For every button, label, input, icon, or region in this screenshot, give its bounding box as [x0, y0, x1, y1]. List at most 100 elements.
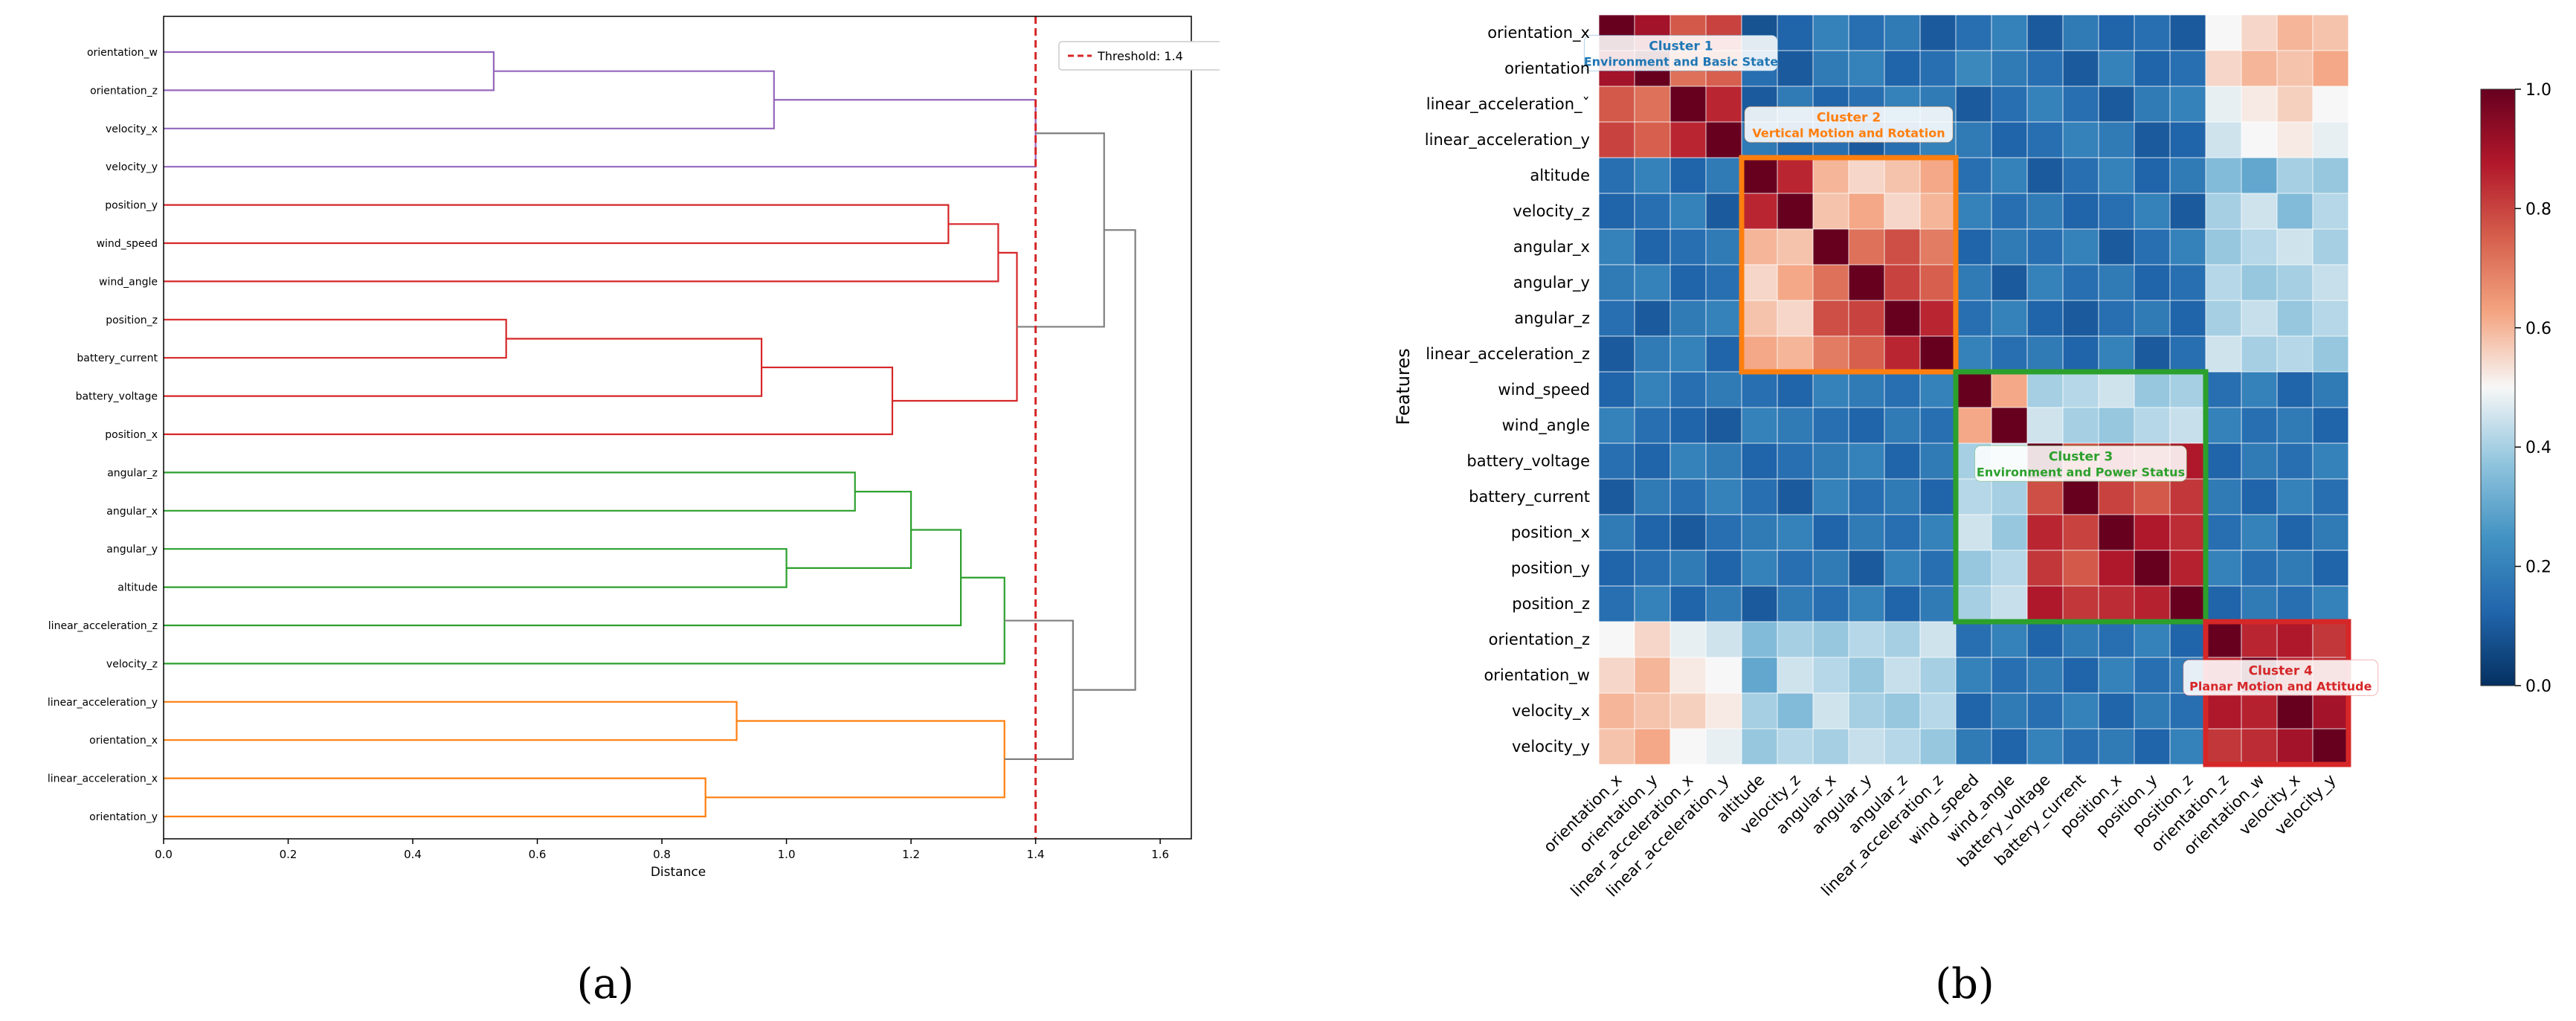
heatmap-cell — [1742, 729, 1777, 764]
heatmap-cell — [1849, 622, 1884, 657]
row-label: velocity_z — [1513, 202, 1590, 221]
heatmap-cell — [1991, 729, 2027, 764]
heatmap-cell — [2027, 479, 2063, 515]
heatmap-cell — [1599, 479, 1635, 515]
heatmap-cell — [2313, 193, 2348, 229]
heatmap-cell — [2099, 300, 2134, 336]
heatmap-cell — [1742, 622, 1777, 657]
heatmap-cell — [1635, 229, 1670, 265]
heatmap-cell — [1742, 300, 1777, 336]
heatmap-cell — [1670, 158, 1706, 193]
heatmap-cell — [1635, 443, 1670, 479]
heatmap-cell — [1777, 479, 1813, 515]
heatmap-cell — [1956, 550, 1991, 586]
heatmap-cell — [1742, 229, 1777, 265]
heatmap-cell — [1706, 408, 1742, 443]
heatmap-cell — [1991, 586, 2027, 622]
heatmap-cell — [1849, 586, 1884, 622]
heatmap-cell — [2099, 479, 2134, 515]
heatmap-cell — [1991, 336, 2027, 372]
heatmap-cell — [2063, 229, 2099, 265]
heatmap-cell — [1991, 515, 2027, 550]
heatmap-cell — [2099, 515, 2134, 550]
heatmap-cell — [2206, 193, 2241, 229]
legend-label: Threshold: 1.4 — [1097, 49, 1183, 63]
heatmap-cell — [1920, 229, 1956, 265]
heatmap-cell — [2206, 122, 2241, 158]
dendrogram-link — [164, 700, 738, 741]
cluster-description: Vertical Motion and Rotation — [1752, 126, 1945, 140]
heatmap-cell — [1813, 300, 1849, 336]
heatmap-cell — [2277, 336, 2313, 372]
heatmap-cell — [1742, 586, 1777, 622]
heatmap-cell — [1920, 479, 1956, 515]
heatmap-cell — [1849, 408, 1884, 443]
heatmap-cell — [1884, 515, 1920, 550]
heatmap-cell — [2241, 158, 2277, 193]
colorbar-tick-label: 0.8 — [2525, 200, 2551, 219]
heatmap-cell — [1599, 657, 1635, 693]
heatmap-cell — [2313, 479, 2348, 515]
heatmap-cell — [1849, 300, 1884, 336]
heatmap-cell — [2063, 265, 2099, 300]
heatmap-cell — [2170, 265, 2206, 300]
row-label: angular_y — [1513, 274, 1590, 292]
leaf-label: orientation_x — [89, 735, 158, 747]
heatmap-cell — [2170, 372, 2206, 408]
heatmap-cell — [1670, 622, 1706, 657]
heatmap-cell — [1849, 193, 1884, 229]
cluster-description: Planar Motion and Attitude — [2189, 679, 2372, 693]
heatmap-cell — [2241, 372, 2277, 408]
heatmap-cell — [2099, 15, 2134, 51]
heatmap-cell — [2099, 86, 2134, 122]
heatmap-cell — [2027, 693, 2063, 729]
x-tick-label: 1.0 — [778, 848, 796, 861]
row-label: velocity_y — [1512, 738, 1590, 756]
heatmap-cell — [2027, 729, 2063, 764]
heatmap-cell — [1849, 550, 1884, 586]
heatmap-cell — [1956, 622, 1991, 657]
heatmap-cell — [2134, 479, 2170, 515]
heatmap-cell — [1956, 122, 1991, 158]
dendrogram-link — [164, 366, 894, 436]
heatmap-cell — [1706, 336, 1742, 372]
heatmap-cell — [1777, 229, 1813, 265]
heatmap-cell — [1920, 336, 1956, 372]
heatmap-cell — [2099, 372, 2134, 408]
cluster-label-box — [2183, 659, 2379, 696]
heatmap-cell — [1670, 122, 1706, 158]
heatmap-cell — [1849, 372, 1884, 408]
heatmap-cell — [1813, 479, 1849, 515]
heatmap-cell — [2277, 86, 2313, 122]
heatmap-cell — [1956, 15, 1991, 51]
heatmap-cell — [1813, 408, 1849, 443]
heatmap-cell — [2134, 622, 2170, 657]
heatmap-cell — [2206, 86, 2241, 122]
heatmap-cell — [1813, 51, 1849, 86]
heatmap-cell — [2313, 586, 2348, 622]
heatmap-cell — [1599, 193, 1635, 229]
heatmap-cell — [1599, 550, 1635, 586]
heatmap-cell — [2206, 265, 2241, 300]
heatmap-cell — [2277, 15, 2313, 51]
heatmap-cell — [2206, 15, 2241, 51]
heatmap-cell — [1599, 122, 1635, 158]
dendrogram-link — [786, 491, 912, 569]
heatmap-cell — [2277, 300, 2313, 336]
heatmap-cell — [2063, 586, 2099, 622]
heatmap-cell — [2277, 229, 2313, 265]
leaf-label: velocity_x — [106, 123, 158, 135]
heatmap-cell — [1706, 300, 1742, 336]
dendrogram-link — [164, 471, 856, 512]
heatmap-cell — [2063, 479, 2099, 515]
heatmap-cell — [1777, 408, 1813, 443]
heatmap-cell — [1884, 586, 1920, 622]
heatmap-cell — [2277, 158, 2313, 193]
heatmap-cell — [2099, 336, 2134, 372]
heatmap-cell — [2206, 300, 2241, 336]
leaf-label: velocity_y — [106, 161, 158, 173]
heatmap-cell — [2313, 51, 2348, 86]
heatmap-cell — [2277, 550, 2313, 586]
heatmap-cell — [1956, 193, 1991, 229]
leaf-label: wind_angle — [99, 276, 158, 288]
